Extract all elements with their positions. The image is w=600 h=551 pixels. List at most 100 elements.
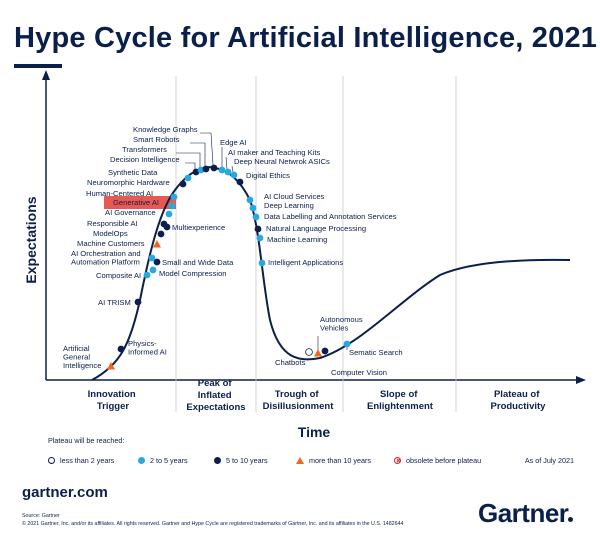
phase-label-plateau: Plateau of Productivity xyxy=(491,389,547,412)
label-ai-maker-and-teaching-kits: AI maker and Teaching Kits xyxy=(228,148,321,157)
y-axis-label: Expectations xyxy=(23,196,39,283)
marker-responsible-ai xyxy=(160,220,168,228)
label-transformers: Transformers xyxy=(122,145,167,154)
phase-dividers xyxy=(175,76,457,412)
light-blue-dot-icon xyxy=(138,457,145,464)
marker-ai-trism xyxy=(134,298,142,306)
legend-item-less-than-2: less than 2 years xyxy=(48,456,114,465)
label-modelops: ModelOps xyxy=(93,229,128,238)
label-artificial-general-intelligence: Artificial General Intelligence xyxy=(63,344,101,370)
label-synthetic-data: Synthetic Data xyxy=(108,168,158,177)
label-decision-intelligence: Decision Intelligence xyxy=(110,155,180,164)
marker-smart-robots xyxy=(202,165,210,173)
marker-model-compression xyxy=(149,266,157,274)
technology-markers xyxy=(107,164,351,370)
orange-triangle-icon xyxy=(296,457,304,464)
x-axis-arrow-icon xyxy=(576,376,586,384)
marker-generative-ai xyxy=(168,202,176,210)
label-machine-customers: Machine Customers xyxy=(77,239,145,248)
label-machine-learning: Machine Learning xyxy=(267,235,327,244)
legend-item-5-to-10: 5 to 10 years xyxy=(214,456,268,465)
label-small-and-wide-data: Small and Wide Data xyxy=(162,258,234,267)
legend-label: 2 to 5 years xyxy=(150,456,188,465)
marker-artificial-general-intelligence xyxy=(107,362,115,370)
legend-item-2-to-5: 2 to 5 years xyxy=(138,456,188,465)
marker-edge-ai xyxy=(218,166,226,174)
label-ai-orchestration-and-automation-platform: AI Orchestration and Automation Platform xyxy=(71,249,141,267)
label-model-compression: Model Compression xyxy=(159,269,227,278)
page-title: Hype Cycle for Artificial Intelligence, … xyxy=(14,22,598,54)
marker-computer-vision xyxy=(321,347,329,355)
title-underline xyxy=(14,64,62,68)
technology-labels: Artificial General Intelligence Physics-Inf… xyxy=(63,125,403,377)
marker-neuromorphic-hardware xyxy=(179,180,187,188)
label-natural-language-processing: Natural Language Processing xyxy=(266,224,366,233)
website-link[interactable]: gartner.com xyxy=(22,484,108,501)
x-axis-label: Time xyxy=(298,424,331,440)
marker-ai-governance xyxy=(165,210,173,218)
leader-line xyxy=(176,152,201,167)
label-multiexperience: Multiexperience xyxy=(172,223,225,232)
label-knowledge-graphs: Knowledge Graphs xyxy=(133,125,198,134)
marker-ai-orchestration-and-automation-platform xyxy=(148,254,156,262)
label-sematic-search: Sematic Search xyxy=(349,348,403,357)
marker-synthetic-data xyxy=(184,174,192,182)
label-computer-vision: Computer Vision xyxy=(331,368,387,377)
crossed-circle-icon xyxy=(394,457,401,464)
marker-physics-informed-ai xyxy=(117,345,125,353)
y-axis-arrow-icon xyxy=(42,70,50,80)
source-note: Source: Gartner xyxy=(22,513,60,519)
leader-lines xyxy=(176,132,348,350)
marker-human-centered-ai xyxy=(170,193,178,201)
label-generative-ai: Generative AI xyxy=(113,198,159,207)
label-intelligent-applications: Intelligent Applications xyxy=(268,258,343,267)
legend-item-obsolete: obsolete before plateau xyxy=(394,456,481,465)
label-ai-trism: AI TRISM xyxy=(98,298,131,307)
marker-data-labelling-and-annotation-services xyxy=(252,213,260,221)
highlight-box xyxy=(104,196,176,209)
marker-autonomous-vehicles xyxy=(314,349,322,357)
label-ai-governance: AI Governance xyxy=(105,208,156,217)
axes xyxy=(42,70,586,384)
marker-machine-customers xyxy=(153,240,161,248)
legend-item-more-than-10: more than 10 years xyxy=(296,456,371,465)
leader-line xyxy=(185,162,196,169)
marker-ai-cloud-services xyxy=(246,196,254,204)
marker-small-and-wide-data xyxy=(153,258,161,266)
label-data-labelling-and-annotation-services: Data Labelling and Annotation Services xyxy=(264,212,397,221)
label-deep-neural-netwrok-asics: Deep Neural Netwrok ASICs xyxy=(234,157,330,166)
label-deep-learning: Deep Learning xyxy=(264,201,314,210)
marker-deep-learning xyxy=(249,204,257,212)
legend-label: more than 10 years xyxy=(309,456,371,465)
marker-intelligent-applications xyxy=(258,259,266,267)
label-edge-ai: Edge AI xyxy=(220,138,247,147)
marker-sematic-search xyxy=(343,340,351,348)
phase-label-trough: Trough of Disillusionment xyxy=(263,389,335,412)
label-physics-informed-ai: Physics-Informed AI xyxy=(128,339,167,357)
open-circle-icon xyxy=(48,457,55,464)
label-neuromorphic-hardware: Neuromorphic Hardware xyxy=(87,178,170,187)
gartner-logo: Gartner xyxy=(478,498,574,529)
legend-label: obsolete before plateau xyxy=(406,456,482,465)
phase-label-slope: Slope of Enlightenment xyxy=(367,389,434,412)
marker-deep-neural-netwrok-asics xyxy=(230,171,238,179)
label-human-centered-ai: Human-Centered AI xyxy=(86,189,153,198)
marker-ai-maker-and-teaching-kits xyxy=(224,168,232,176)
dark-blue-dot-icon xyxy=(214,457,221,464)
label-chatbots: Chatbots xyxy=(275,358,306,367)
label-smart-robots: Smart Robots xyxy=(133,135,180,144)
logo-text: Gartner xyxy=(478,498,569,528)
legend-label: 5 to 10 years xyxy=(226,456,268,465)
marker-knowledge-graphs xyxy=(210,164,218,172)
leader-line xyxy=(190,142,206,166)
leader-line xyxy=(225,156,228,170)
phase-label-innovation: Innovation Trigger xyxy=(88,389,139,412)
label-responsible-ai: Responsible AI xyxy=(87,219,138,228)
leader-line xyxy=(231,165,234,173)
copyright-note: © 2021 Gartner, Inc. and/or its affiliat… xyxy=(22,521,404,527)
label-composite-ai: Composite AI xyxy=(96,271,141,280)
marker-chatbots xyxy=(305,348,313,356)
leader-line xyxy=(200,132,214,166)
marker-digital-ethics xyxy=(236,178,244,186)
